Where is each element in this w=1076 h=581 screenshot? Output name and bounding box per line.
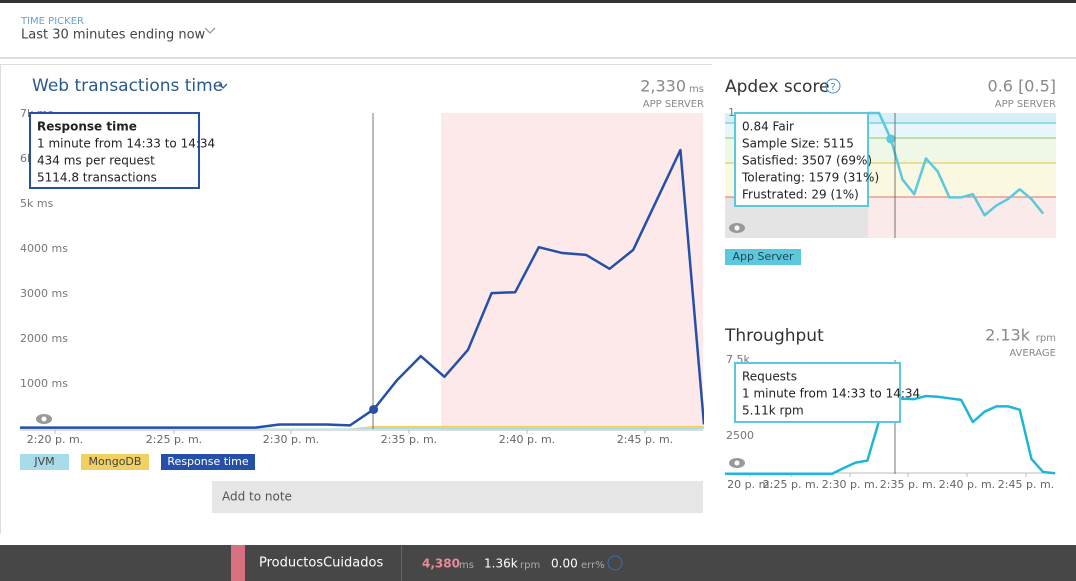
summary-label: AVERAGE [1009,348,1056,359]
top-border [0,0,1076,3]
x-tick-label: 2:45 p. m. [617,433,673,446]
line [20,148,704,429]
x-tick-label: 2:40 p. m. [499,433,555,446]
x-tick-label: 2:25 p. m. [763,478,819,491]
incident-region [441,113,703,430]
x-tick-label: 2:30 p. m. [263,433,319,446]
x-tick-label: 20 p. m. [727,478,773,491]
tooltip-line: 1 minute from 14:33 to 14:34 [37,137,215,151]
summary-unit: rpm [1036,333,1056,344]
help-icon[interactable] [607,555,623,571]
legend-label: Response time [167,455,248,468]
x-tick-label: 2:45 p. m. [998,478,1054,491]
legend-chip[interactable] [161,454,255,470]
summary: 2,330 [640,77,686,96]
legend-chip[interactable] [81,454,149,470]
legend-chip[interactable] [725,249,801,265]
summary-label: APP SERVER [643,99,704,110]
divider [401,545,402,581]
time-picker-value[interactable]: Last 30 minutes ending now [21,28,206,43]
x-tick-label: 2:20 p. m. [27,433,83,446]
panel-border [0,64,712,65]
tooltip-line: 5.11k rpm [742,404,804,418]
y-tick-label: 5k ms [20,197,54,210]
y-tick-label: 4000 ms [20,242,68,255]
line [867,111,1045,217]
tooltip-line: 0.84 Fair [742,120,794,134]
tooltip-line: 1 minute from 14:33 to 14:34 [742,387,920,401]
time-picker-label: TIME PICKER [20,16,84,27]
legend-chip[interactable] [20,454,69,470]
help-glyph[interactable]: ? [830,82,835,93]
tooltip-line: 5114.8 transactions [37,171,157,185]
x-tick-label: 2:35 p. m. [880,478,936,491]
throughput: 1.36k [484,557,518,571]
chart-title: Throughput [724,326,824,346]
throughput-unit: rpm [520,560,540,571]
add-note[interactable] [212,481,703,513]
legend-label: JVM [33,455,54,468]
summary-unit: ms [689,84,704,95]
y-tick-label: 1000 ms [20,377,68,390]
summary: 0.6 [0.5] [988,77,1056,96]
y-tick-label: 2000 ms [20,332,68,345]
error: 0.00 [551,557,578,571]
legend-label: App Server [732,250,794,263]
hover-point [369,404,379,414]
add-note-label[interactable]: Add to note [222,490,292,504]
tooltip-line: Sample Size: 5115 [742,137,854,151]
app-name[interactable]: ProductosCuidados [259,556,383,571]
response-unit: ms [459,560,474,571]
area [20,425,704,429]
tooltip-line: Response time [37,120,137,134]
tooltip [29,112,200,189]
y-tick-label: 3000 ms [20,287,68,300]
chevron[interactable] [204,27,216,34]
tooltip [734,112,869,207]
footer [0,545,1076,581]
tooltip-line: 434 ms per request [37,154,155,168]
toggle-icon-dot [41,416,47,422]
health-indicator [231,545,245,581]
toggle-icon-dot [734,225,740,231]
error-unit: err% [581,560,605,571]
x-tick-label: 2:40 p. m. [939,478,995,491]
band [725,113,1056,123]
summary: 2.13k [985,326,1031,345]
panel-border [0,64,1,534]
tooltip-line: Tolerating: 1579 (31%) [741,171,879,185]
y-tick-label: 2500 [726,429,754,442]
summary-label: APP SERVER [995,99,1056,110]
help-icon[interactable] [825,78,841,94]
tooltip-line: Requests [742,370,797,384]
x-tick-label: 2:30 p. m. [822,478,878,491]
x-tick-label: 2:35 p. m. [381,433,437,446]
response: 4,380 [422,557,460,571]
tooltip-line: Frustrated: 29 (1%) [742,188,859,202]
hover-point [886,134,896,144]
legend-label: MongoDB [89,455,142,468]
x-tick-label: 2:25 p. m. [146,433,202,446]
chevron[interactable] [218,83,228,89]
chart-title[interactable]: Web transactions time [32,76,223,96]
toggle-icon-dot [734,460,740,466]
y-tick-label: 1 [728,106,735,119]
tooltip-line: Satisfied: 3507 (69%) [742,154,872,168]
chart-title: Apdex score [725,77,830,97]
tooltip [734,362,901,423]
separator [0,57,1076,59]
